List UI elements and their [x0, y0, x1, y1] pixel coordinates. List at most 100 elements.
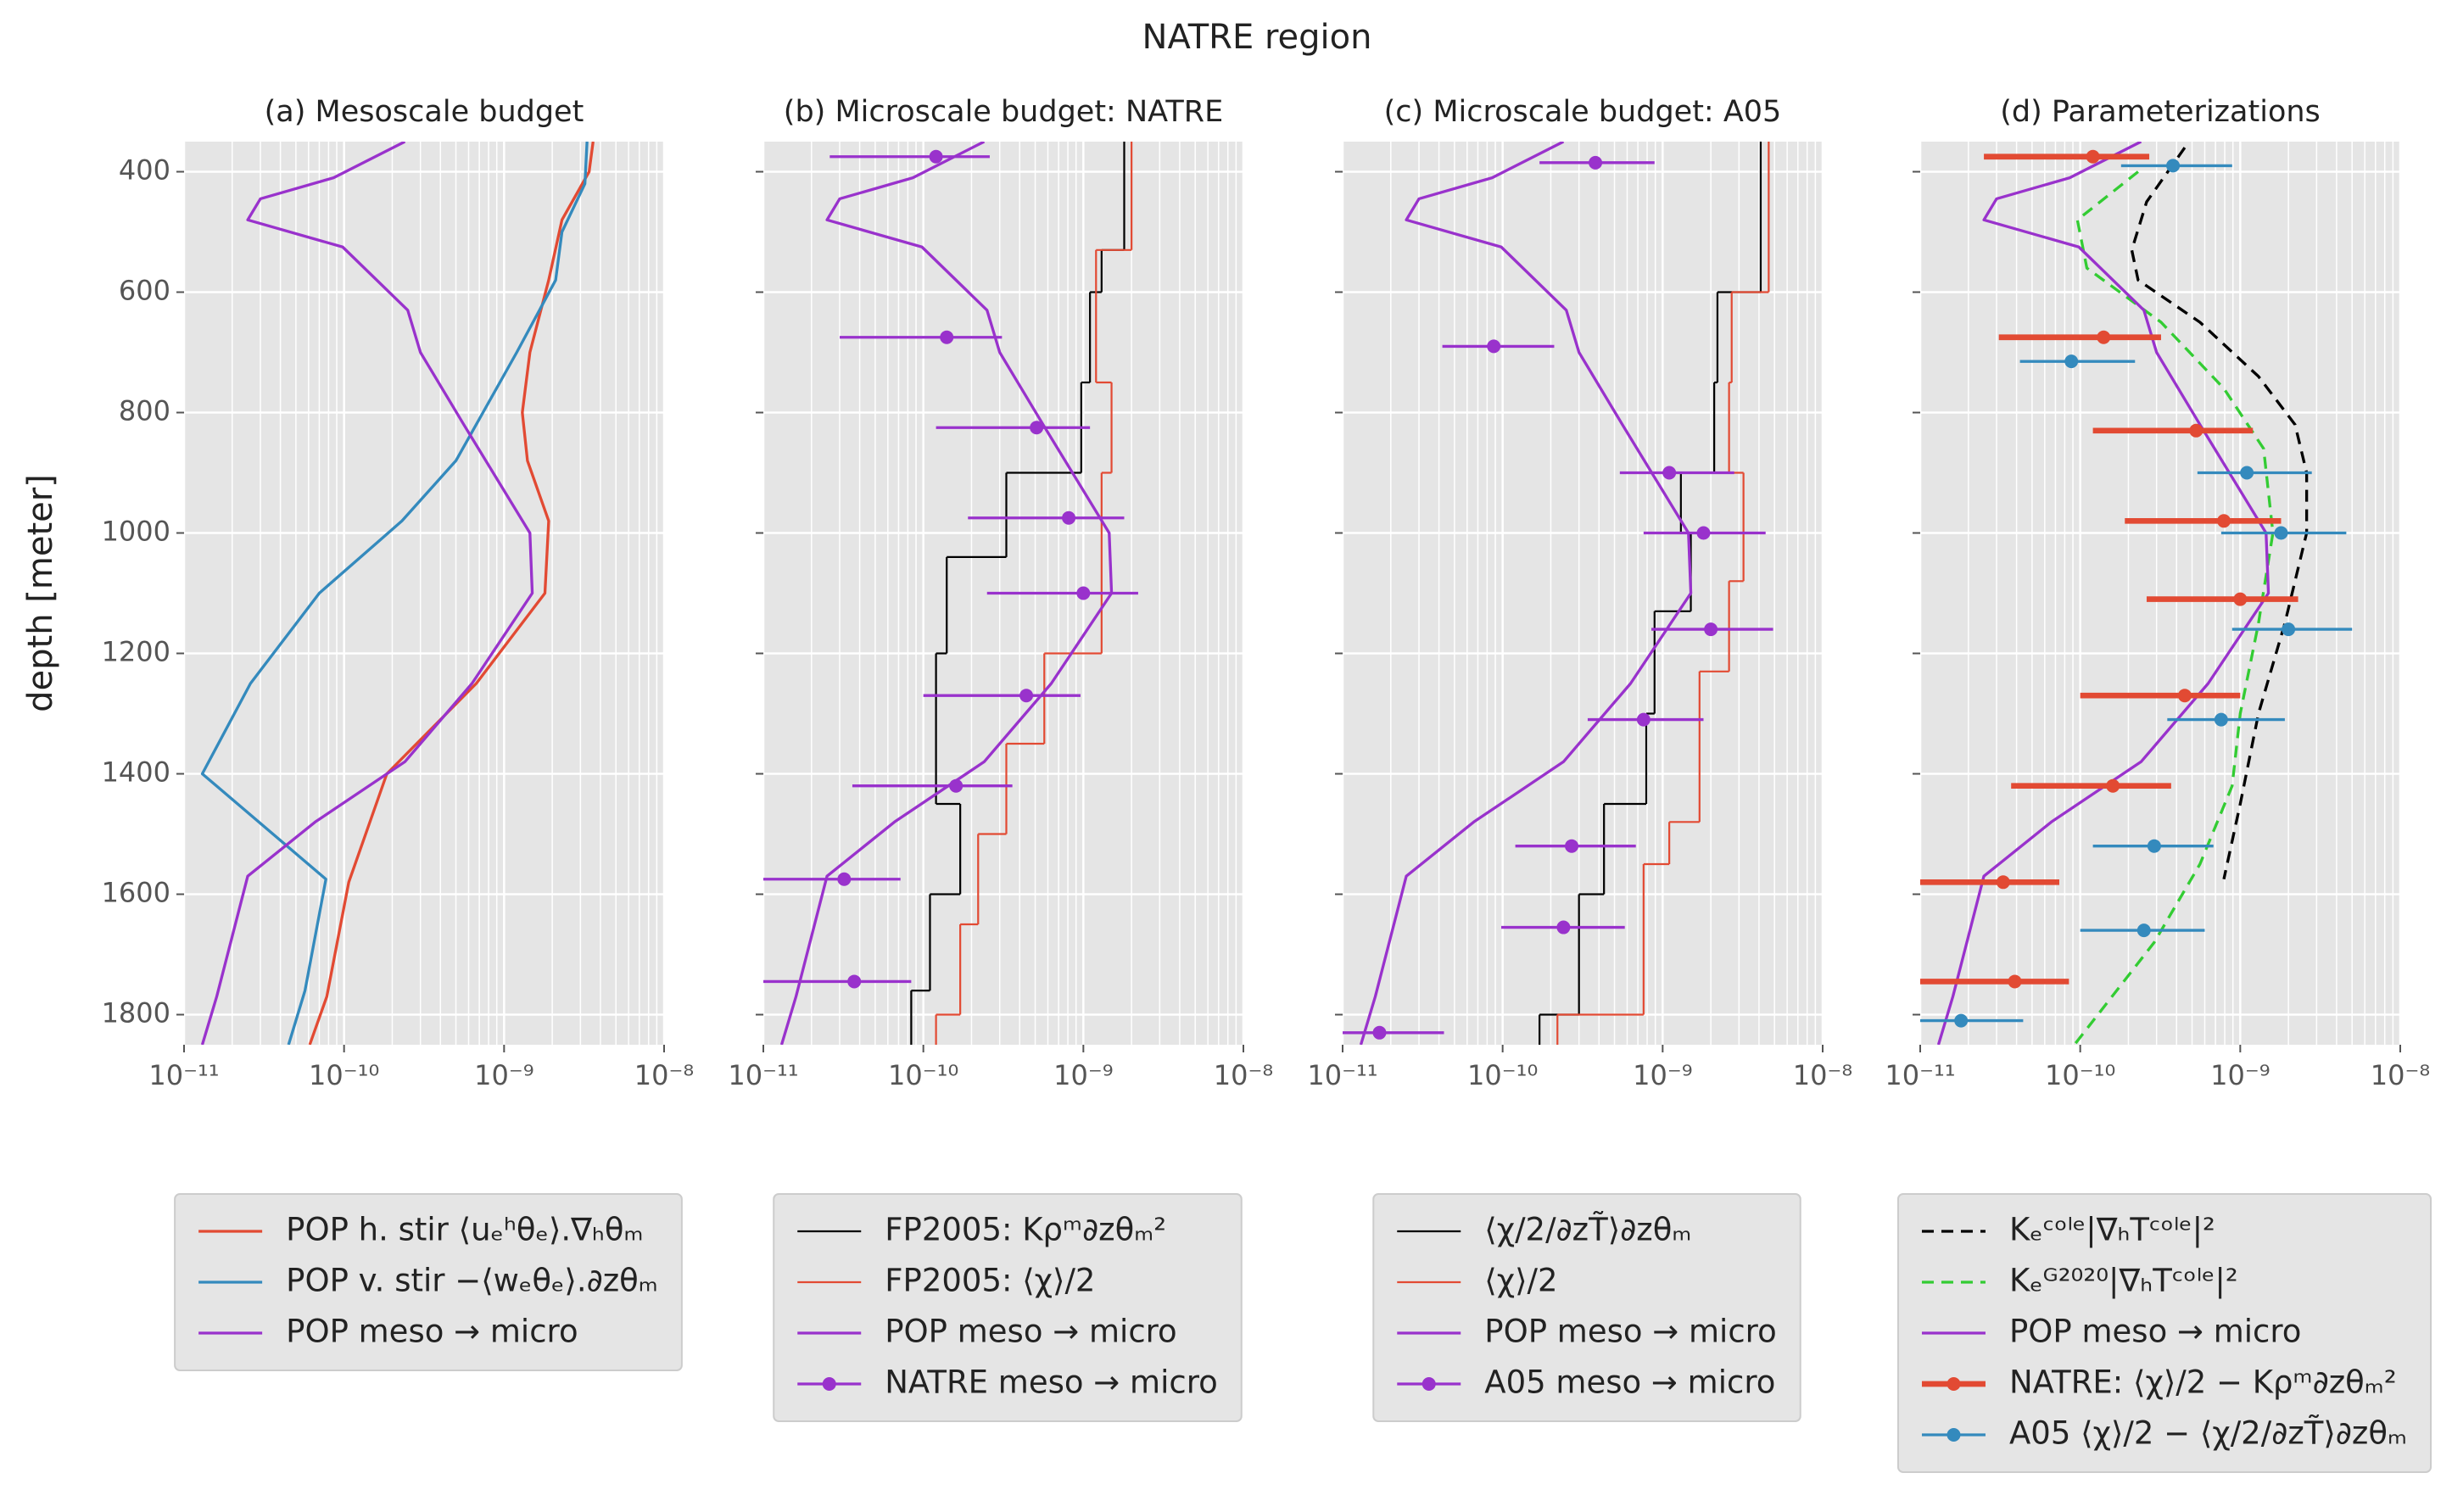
legend-label: ⟨χ⟩/2: [1484, 1263, 1557, 1299]
legend-item: FP2005: Kρᵐ∂zθₘ²: [797, 1212, 1166, 1248]
data-point: [2177, 689, 2192, 703]
figure-title: NATRE region: [1142, 18, 1372, 57]
legend-item: FP2005: ⟨χ⟩/2: [797, 1263, 1095, 1299]
data-point: [1556, 920, 1571, 935]
data-point: [2189, 423, 2203, 438]
legend-marker: [1947, 1428, 1961, 1442]
data-point: [1704, 622, 1718, 637]
panel: 10⁻¹¹ 10⁻¹⁰ 10⁻⁹ 10⁻⁸ (b) Microscale budget:…: [728, 95, 1273, 1091]
panel-title: (b) Microscale budget: NATRE: [784, 95, 1223, 129]
plot-content: [1920, 142, 2353, 1045]
x-tick-label: 10⁻⁸: [1793, 1059, 1852, 1091]
plot-area: [184, 142, 664, 1045]
legend-box: [1896, 1193, 2432, 1473]
data-point: [1487, 339, 1501, 354]
legend-marker: [1421, 1377, 1436, 1391]
x-tick-label: 10⁻¹¹: [1885, 1059, 1955, 1091]
x-tick-label: 10⁻¹¹: [148, 1059, 219, 1091]
legend-label: NATRE meso → micro: [885, 1364, 1218, 1401]
data-point: [1565, 839, 1579, 853]
x-tick-label: 10⁻⁹: [1633, 1059, 1692, 1091]
data-point: [1062, 511, 1076, 525]
line-series: [200, 142, 589, 1045]
legend-box: [174, 1193, 683, 1371]
legend-label: Kₑᴳ²⁰²⁰|∇ₕTᶜᵒˡᵉ|²: [2009, 1263, 2238, 1299]
line-series: [308, 142, 595, 1045]
legend-item: POP meso → micro: [1921, 1314, 2301, 1350]
legend-label: A05 ⟨χ⟩/2 − ⟨χ/2/∂zT̃⟩∂zθₘ: [2009, 1414, 2407, 1452]
data-point: [847, 974, 862, 989]
y-tick-label: 600: [119, 275, 170, 307]
data-point: [1019, 689, 1034, 703]
legend-marker: [1947, 1377, 1961, 1391]
legend-label: NATRE: ⟨χ⟩/2 − Kρᵐ∂zθₘ²: [2009, 1364, 2397, 1401]
panel-title: (c) Microscale budget: A05: [1384, 95, 1782, 129]
data-point: [2064, 354, 2079, 369]
legend-item: A05 ⟨χ⟩/2 − ⟨χ/2/∂zT̃⟩∂zθₘ: [1921, 1414, 2407, 1452]
y-tick-label: 1800: [102, 997, 170, 1029]
x-tick-label: 10⁻¹⁰: [888, 1059, 958, 1091]
legend-item: NATRE: ⟨χ⟩/2 − Kρᵐ∂zθₘ²: [1921, 1364, 2397, 1401]
plot-content: [200, 142, 595, 1045]
panel-title: (a) Mesoscale budget: [265, 95, 584, 129]
legend-item: POP v. stir −⟨wₑθₑ⟩.∂zθₘ: [198, 1263, 658, 1299]
legend-label: POP h. stir ⟨uₑʰθₑ⟩.∇ₕθₘ: [286, 1212, 643, 1248]
legend-item: POP h. stir ⟨uₑʰθₑ⟩.∇ₕθₘ: [198, 1212, 644, 1248]
data-point: [1372, 1025, 1387, 1040]
legend: Kₑᶜᵒˡᵉ|∇ₕTᶜᵒˡᵉ|² Kₑᴳ²⁰²⁰|∇ₕTᶜᵒˡᵉ|² POP mes…: [1896, 1193, 2432, 1473]
line-series: [2130, 147, 2309, 880]
legend-label: ⟨χ/2/∂zT̃⟩∂zθₘ: [1484, 1211, 1691, 1248]
legend-item: ⟨χ⟩/2: [1397, 1263, 1558, 1299]
legend-label: FP2005: Kρᵐ∂zθₘ²: [885, 1212, 1166, 1248]
line-series: [1359, 142, 1693, 1045]
legend: FP2005: Kρᵐ∂zθₘ² FP2005: ⟨χ⟩/2 POP meso → …: [773, 1193, 1243, 1422]
x-tick-label: 10⁻⁹: [2210, 1059, 2270, 1091]
legend: POP h. stir ⟨uₑʰθₑ⟩.∇ₕθₘ POP v. stir −⟨wₑ…: [174, 1193, 683, 1371]
legend-item: POP meso → micro: [198, 1314, 578, 1350]
data-point: [2136, 923, 2151, 938]
x-tick-label: 10⁻¹¹: [1307, 1059, 1377, 1091]
y-tick-label: 800: [119, 395, 170, 427]
data-point: [1589, 155, 1603, 170]
x-tick-label: 10⁻¹¹: [728, 1059, 798, 1091]
x-tick-label: 10⁻⁸: [2371, 1059, 2430, 1091]
y-tick-label: 1000: [102, 516, 170, 548]
y-tick-label: 1400: [102, 756, 170, 789]
data-point: [2008, 974, 2022, 989]
legend-label: POP v. stir −⟨wₑθₑ⟩.∂zθₘ: [286, 1263, 658, 1299]
plot-content: [763, 142, 1138, 1045]
legend-item: Kₑᴳ²⁰²⁰|∇ₕTᶜᵒˡᵉ|²: [1921, 1263, 2238, 1299]
line-series: [779, 142, 1114, 1045]
data-point: [2097, 330, 2111, 344]
data-point: [949, 778, 963, 793]
legend-item: POP meso → micro: [797, 1314, 1177, 1350]
data-point: [2217, 514, 2231, 528]
data-point: [2106, 778, 2120, 793]
panel: 10⁻¹¹ 10⁻¹⁰ 10⁻⁹ 10⁻⁸ (c) Microscale budget:…: [1307, 95, 1852, 1091]
line-series: [200, 142, 534, 1045]
legend-label: POP meso → micro: [885, 1314, 1176, 1350]
y-tick-label: 1600: [102, 877, 170, 909]
plot-area: [1343, 142, 1823, 1045]
panel-title: (d) Parameterizations: [2000, 95, 2321, 129]
legend-item: A05 meso → micro: [1397, 1364, 1775, 1401]
legend-label: POP meso → micro: [286, 1314, 578, 1350]
data-point: [1696, 526, 1711, 540]
x-tick-label: 10⁻⁸: [1214, 1059, 1273, 1091]
legend: ⟨χ/2/∂zT̃⟩∂zθₘ ⟨χ⟩/2 POP meso → micro A05 m…: [1372, 1193, 1801, 1422]
x-tick-label: 10⁻⁸: [634, 1059, 694, 1091]
line-series: [1936, 142, 2270, 1045]
data-point: [929, 149, 943, 164]
legend-label: Kₑᶜᵒˡᵉ|∇ₕTᶜᵒˡᵉ|²: [2009, 1212, 2215, 1248]
panel: 10⁻¹¹ 10⁻¹⁰ 10⁻⁹ 10⁻⁸ 400 600 800 1000 1200 1400 1…: [21, 95, 694, 1091]
data-point: [2233, 592, 2248, 606]
legend-label: A05 meso → micro: [1484, 1364, 1775, 1401]
legend-marker: [822, 1377, 836, 1391]
legend-label: FP2005: ⟨χ⟩/2: [885, 1263, 1095, 1299]
data-point: [2274, 526, 2288, 540]
legend-label: POP meso → micro: [1484, 1314, 1776, 1350]
legend-box: [1372, 1193, 1801, 1422]
data-point: [2147, 839, 2161, 853]
data-point: [940, 330, 954, 344]
data-point: [1076, 586, 1091, 600]
